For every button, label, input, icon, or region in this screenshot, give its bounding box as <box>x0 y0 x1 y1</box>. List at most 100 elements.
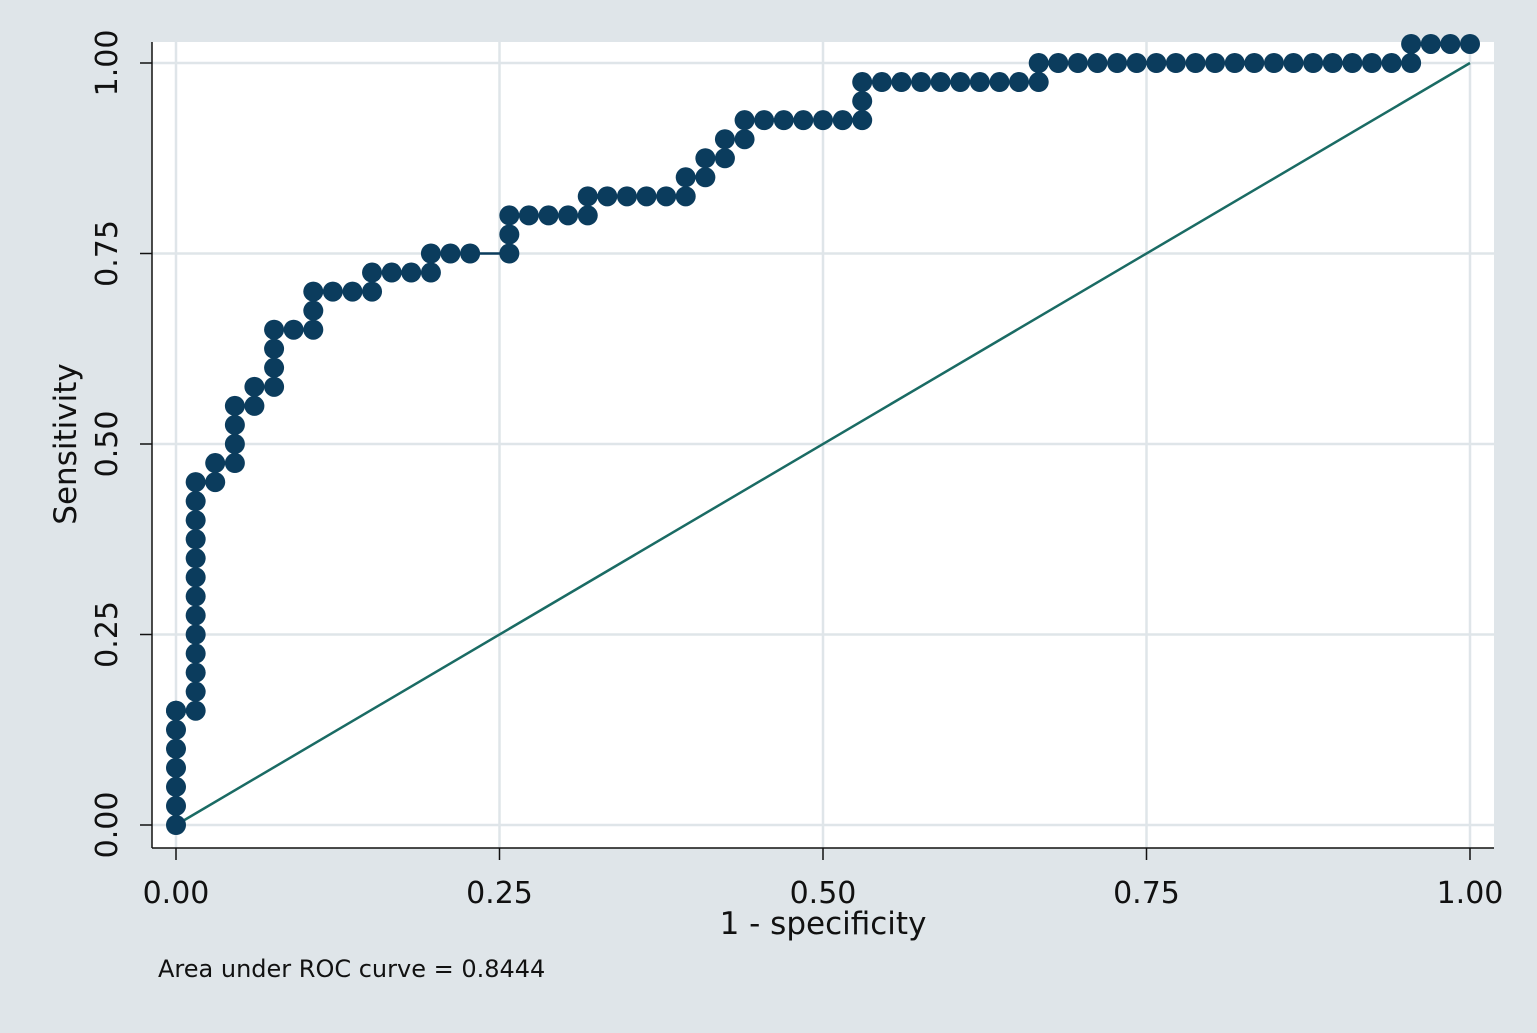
y-tick-label: 0.75 <box>90 220 125 287</box>
roc-point <box>950 72 971 93</box>
roc-point <box>793 110 814 131</box>
x-axis-title: 1 - specificity <box>720 906 927 942</box>
roc-point <box>185 567 206 588</box>
roc-point <box>185 529 206 550</box>
roc-point <box>852 110 873 131</box>
roc-point <box>303 281 324 302</box>
roc-points-layer <box>166 33 1480 835</box>
y-tick-label: 0.50 <box>90 411 125 478</box>
roc-point <box>1440 33 1461 54</box>
roc-point <box>185 586 206 607</box>
roc-point <box>754 110 775 131</box>
roc-point <box>244 376 265 397</box>
roc-point <box>264 357 285 378</box>
roc-point <box>1244 53 1265 73</box>
roc-point <box>185 472 206 493</box>
roc-point <box>852 72 873 93</box>
roc-point <box>185 681 206 702</box>
roc-point <box>185 624 206 645</box>
roc-point <box>734 129 755 150</box>
reference-line-layer <box>175 61 1471 827</box>
roc-point <box>303 300 324 321</box>
roc-point <box>166 757 186 778</box>
roc-point <box>460 243 481 264</box>
roc-point <box>185 605 206 626</box>
roc-point <box>518 205 539 226</box>
tick-label-layer: 0.00 0.25 0.50 0.75 1.00 0.00 0.25 0.50 0.75 1.00 <box>90 30 1503 911</box>
roc-point <box>1028 53 1049 73</box>
x-tick-label: 0.25 <box>466 876 533 911</box>
roc-point <box>832 110 853 131</box>
roc-point <box>264 338 285 359</box>
roc-point <box>714 129 735 150</box>
y-tick-label: 1.00 <box>90 30 125 97</box>
roc-point <box>1087 53 1108 73</box>
roc-point <box>185 548 206 569</box>
roc-point <box>440 243 461 264</box>
x-tick-label: 0.75 <box>1113 876 1180 911</box>
roc-point <box>303 319 324 340</box>
roc-point <box>244 395 265 416</box>
roc-point <box>1283 53 1304 73</box>
roc-point <box>1420 33 1441 54</box>
roc-point <box>264 319 285 340</box>
roc-point <box>264 376 285 397</box>
roc-point <box>1263 53 1284 73</box>
roc-point <box>205 453 226 474</box>
roc-point <box>989 72 1010 93</box>
roc-point <box>166 700 186 721</box>
roc-point <box>401 262 422 283</box>
roc-point <box>1342 53 1363 73</box>
roc-point <box>166 815 186 835</box>
roc-point <box>166 795 186 816</box>
roc-point <box>891 72 912 93</box>
roc-point <box>852 91 873 112</box>
reference-line <box>175 61 1471 827</box>
roc-point <box>930 72 951 93</box>
roc-point <box>577 205 598 226</box>
roc-point <box>1048 53 1069 73</box>
y-tick-label: 0.00 <box>90 792 125 859</box>
roc-point <box>773 110 794 131</box>
roc-point <box>283 319 304 340</box>
x-tick-label: 0.00 <box>143 876 210 911</box>
roc-point <box>871 72 892 93</box>
roc-point <box>656 186 677 207</box>
roc-point <box>1067 53 1088 73</box>
roc-point <box>499 224 520 245</box>
roc-point <box>714 148 735 169</box>
roc-point <box>224 395 245 416</box>
roc-point <box>734 110 755 131</box>
roc-point <box>1224 53 1245 73</box>
roc-point <box>362 262 383 283</box>
roc-point <box>342 281 363 302</box>
roc-point <box>1205 53 1226 73</box>
roc-point <box>166 719 186 740</box>
roc-point <box>636 186 657 207</box>
axis-layer <box>140 42 1494 860</box>
roc-point <box>1381 53 1402 73</box>
roc-point <box>1401 53 1422 73</box>
roc-point <box>1185 53 1206 73</box>
roc-point <box>616 186 637 207</box>
roc-point <box>1460 33 1480 54</box>
roc-point <box>969 72 990 93</box>
roc-point <box>185 510 206 531</box>
roc-point <box>911 72 932 93</box>
roc-point <box>362 281 383 302</box>
roc-point <box>185 491 206 512</box>
roc-point <box>1146 53 1167 73</box>
y-axis-title: Sensitivity <box>48 363 84 524</box>
roc-point <box>420 243 441 264</box>
y-tick-label: 0.25 <box>90 601 125 668</box>
roc-point <box>597 186 618 207</box>
roc-point <box>322 281 343 302</box>
roc-point <box>166 738 186 759</box>
roc-point <box>813 110 833 131</box>
roc-point <box>1165 53 1186 73</box>
auc-note: Area under ROC curve = 0.8444 <box>158 955 545 983</box>
x-tick-label: 0.50 <box>790 876 857 911</box>
grid-layer <box>152 42 1494 848</box>
